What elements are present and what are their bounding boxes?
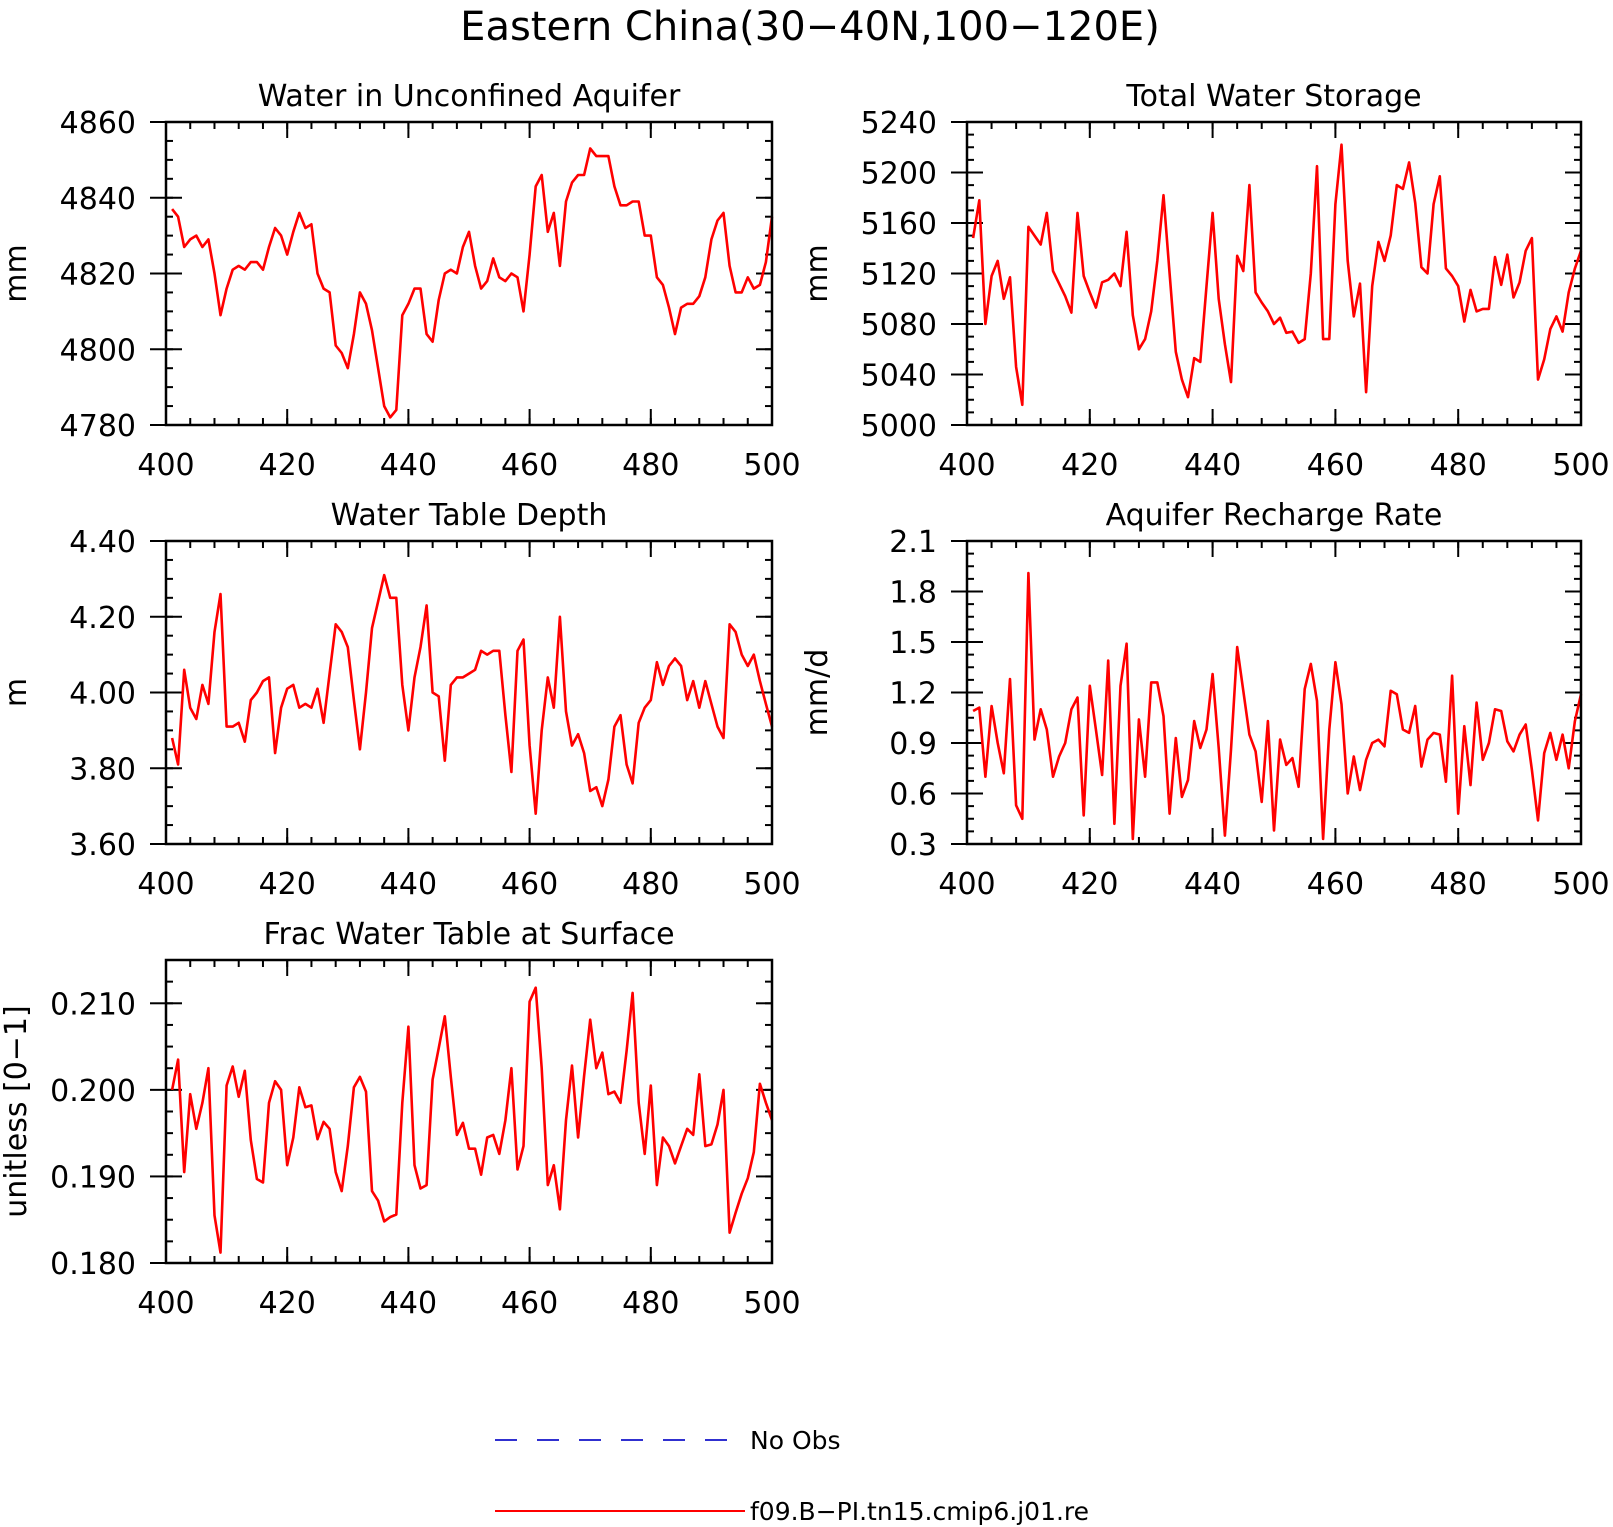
series-line — [170, 573, 774, 816]
y-axis-label: unitless [0−1] — [0, 1005, 34, 1217]
x-tick-label: 420 — [1061, 448, 1118, 483]
legend-no-obs-label: No Obs — [750, 1426, 841, 1455]
y-axis-label: mm — [800, 244, 835, 302]
x-tick-label: 460 — [501, 448, 558, 483]
x-tick-label: 500 — [743, 867, 800, 902]
y-tick-label: 3.80 — [69, 752, 136, 787]
x-tick-label: 440 — [380, 867, 437, 902]
x-tick-label: 480 — [622, 1286, 679, 1321]
y-tick-label: 1.8 — [889, 576, 937, 611]
chart-panel-3: Water Table Depth m 400 420 440 460 480 500 3.60… — [0, 498, 801, 902]
y-tick-label: 0.3 — [889, 828, 937, 863]
y-tick-label: 0.9 — [889, 727, 937, 762]
y-tick-label: 1.2 — [889, 677, 937, 712]
x-tick-label: 460 — [1307, 448, 1364, 483]
panel-title: Frac Water Table at Surface — [263, 917, 674, 952]
y-tick-label: 0.210 — [50, 987, 136, 1022]
x-tick-label: 500 — [1552, 867, 1609, 902]
x-tick-label: 500 — [743, 448, 800, 483]
y-tick-label: 0.200 — [50, 1074, 136, 1109]
x-tick-label: 480 — [1430, 867, 1487, 902]
chart-panels: Water in Unconfined Aquifer mm 400 420 440 46… — [0, 79, 1610, 1321]
y-tick-label: 5200 — [861, 157, 937, 192]
y-tick-label: 4.20 — [69, 601, 136, 636]
y-tick-label: 0.190 — [50, 1160, 136, 1195]
panel-title: Aquifer Recharge Rate — [1106, 498, 1443, 533]
y-axis-label: m — [0, 678, 34, 707]
x-tick-label: 420 — [259, 867, 316, 902]
y-tick-label: 4860 — [60, 106, 136, 141]
chart-panel-5: Frac Water Table at Surface unitless [0−1… — [0, 917, 801, 1321]
x-tick-label: 440 — [380, 1286, 437, 1321]
y-tick-label: 5120 — [861, 258, 937, 293]
x-tick-label: 400 — [938, 867, 995, 902]
plot-frame — [164, 120, 774, 427]
x-tick-label: 460 — [501, 867, 558, 902]
y-tick-label: 1.5 — [889, 626, 937, 661]
x-tick-label: 400 — [938, 448, 995, 483]
x-tick-label: 440 — [1184, 448, 1241, 483]
plot-frame — [965, 539, 1583, 846]
panel-title: Total Water Storage — [1125, 79, 1421, 114]
y-tick-label: 4840 — [60, 182, 136, 217]
y-tick-label: 5160 — [861, 207, 937, 242]
y-tick-label: 5240 — [861, 106, 937, 141]
x-tick-label: 500 — [743, 1286, 800, 1321]
x-tick-label: 400 — [137, 1286, 194, 1321]
y-tick-label: 5080 — [861, 308, 937, 343]
y-tick-label: 4.00 — [69, 677, 136, 712]
plot-frame — [965, 120, 1583, 427]
y-tick-label: 3.60 — [69, 828, 136, 863]
y-tick-label: 5040 — [861, 359, 937, 394]
x-tick-label: 420 — [259, 1286, 316, 1321]
series-line — [170, 986, 774, 1254]
x-tick-label: 480 — [622, 448, 679, 483]
x-tick-label: 400 — [137, 867, 194, 902]
x-tick-label: 480 — [1430, 448, 1487, 483]
x-tick-label: 400 — [137, 448, 194, 483]
y-tick-label: 4820 — [60, 258, 136, 293]
series-line — [972, 571, 1583, 841]
x-tick-label: 480 — [622, 867, 679, 902]
legend: No Obs f09.B−PI.tn15.cmip6.j01.re — [495, 1426, 1089, 1526]
x-tick-label: 440 — [380, 448, 437, 483]
x-tick-label: 440 — [1184, 867, 1241, 902]
chart-panel-1: Water in Unconfined Aquifer mm 400 420 440 46… — [0, 79, 801, 483]
series-line — [171, 147, 774, 419]
y-axis-label: mm — [0, 244, 34, 302]
y-tick-label: 4780 — [60, 409, 136, 444]
legend-model-label: f09.B−PI.tn15.cmip6.j01.re — [750, 1497, 1089, 1526]
y-tick-label: 0.180 — [50, 1247, 136, 1282]
figure-title: Eastern China(30−40N,100−120E) — [460, 4, 1160, 50]
y-tick-label: 4.40 — [69, 525, 136, 560]
series-line — [971, 143, 1583, 407]
y-tick-label: 5000 — [861, 409, 937, 444]
panel-title: Water Table Depth — [331, 498, 608, 533]
plot-frame — [164, 539, 774, 846]
chart-panel-2: Total Water Storage mm 400 420 440 460 480 500 5… — [800, 79, 1610, 483]
y-tick-label: 0.6 — [889, 778, 937, 813]
y-axis-label: mm/d — [800, 649, 835, 737]
x-tick-label: 460 — [1307, 867, 1364, 902]
x-tick-label: 500 — [1552, 448, 1609, 483]
x-tick-label: 420 — [1061, 867, 1118, 902]
x-tick-label: 460 — [501, 1286, 558, 1321]
plot-frame — [164, 958, 774, 1265]
panel-title: Water in Unconfined Aquifer — [258, 79, 681, 114]
chart-panel-4: Aquifer Recharge Rate mm/d 400 420 440 460 480… — [800, 498, 1610, 902]
y-tick-label: 4800 — [60, 333, 136, 368]
x-tick-label: 420 — [259, 448, 316, 483]
y-tick-label: 2.1 — [889, 525, 937, 560]
